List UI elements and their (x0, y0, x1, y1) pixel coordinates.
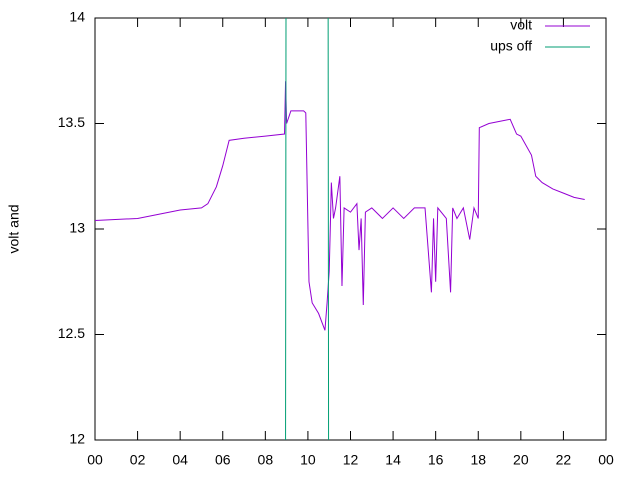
series-line (94, 81, 585, 331)
x-tick-label: 14 (385, 452, 401, 468)
x-tick-label: 18 (470, 452, 486, 468)
y-tick-label: 12 (69, 431, 85, 447)
x-tick-label: 06 (215, 452, 231, 468)
x-tick-label: 02 (130, 452, 146, 468)
legend-label: volt (510, 17, 532, 33)
y-tick-label: 13.5 (58, 114, 85, 130)
x-tick-label: 22 (556, 452, 572, 468)
x-tick-label: 00 (87, 452, 103, 468)
x-tick-label: 04 (172, 452, 188, 468)
y-tick-label: 14 (69, 9, 85, 25)
x-tick-label: 16 (428, 452, 444, 468)
y-tick-label: 12.5 (58, 325, 85, 341)
legend-label: ups off (490, 38, 532, 54)
y-tick-label: 13 (69, 220, 85, 236)
y-axis-label: volt and (6, 204, 22, 253)
series-line (285, 17, 330, 441)
x-tick-label: 20 (513, 452, 529, 468)
plot-frame (94, 17, 607, 441)
x-tick-label: 08 (258, 452, 274, 468)
x-tick-label: 12 (343, 452, 359, 468)
x-tick-label: 10 (300, 452, 316, 468)
x-tick-label: 00 (598, 452, 614, 468)
